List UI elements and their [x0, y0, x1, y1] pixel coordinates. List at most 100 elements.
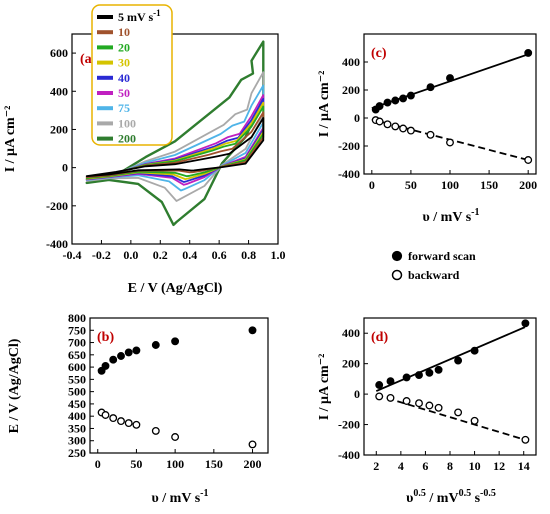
legend-label-text: 75	[118, 101, 130, 115]
panel-c-y-ticks: -400 -200 0 200 400	[338, 55, 368, 181]
backward-point	[391, 122, 400, 131]
backward-point	[521, 435, 530, 444]
x-tick-label: 10	[469, 459, 481, 473]
panel-d-xlabel-a: υ	[406, 491, 413, 506]
y-tick-label: 600	[68, 360, 86, 374]
panel-a-x-ticks: -0.4 -0.2 0.0 0.2 0.4 0.6 0.8 1.0	[63, 240, 286, 262]
forward-point	[454, 356, 463, 365]
panel-b-frame	[89, 317, 269, 454]
forward-point	[383, 98, 392, 107]
legend-backward-label: backward	[408, 268, 460, 282]
panel-b-x-ticks: 0 50 100 150 200	[95, 449, 262, 471]
legend-label-200: 200	[118, 132, 136, 146]
legend-label-30: 30	[118, 56, 130, 70]
panel-d-xlabel-c: s	[471, 491, 481, 506]
forward-point	[524, 48, 533, 57]
y-tick-label: 200	[342, 357, 360, 371]
fit-line-forward	[375, 326, 526, 392]
x-tick-label: -0.2	[92, 248, 111, 262]
backward-point	[406, 126, 415, 135]
y-tick-label: 550	[68, 372, 86, 386]
y-tick-label: 450	[68, 397, 86, 411]
y-tick-label: 650	[68, 348, 86, 362]
y-tick-label: -200	[46, 199, 68, 213]
x-tick-label: 4	[398, 459, 404, 473]
forward-point	[124, 348, 133, 357]
y-tick-label: 200	[50, 122, 68, 136]
forward-point	[470, 346, 479, 355]
legend-label-100: 100	[118, 116, 136, 130]
forward-point	[415, 371, 423, 380]
panel-d-xlabel-sup1: 0.5	[413, 488, 426, 499]
forward-point	[399, 94, 408, 103]
forward-point	[117, 352, 125, 360]
x-tick-label: 8	[447, 459, 453, 473]
forward-point	[375, 102, 384, 111]
x-tick-label: 100	[441, 178, 459, 192]
x-tick-label: 0.2	[153, 248, 168, 262]
backward-point	[402, 397, 411, 405]
x-tick-label: 0	[369, 178, 375, 192]
backward-point	[109, 414, 118, 423]
forward-point	[248, 326, 257, 335]
panel-a-xlabel: E / V (Ag/AgCl)	[128, 281, 223, 296]
backward-point	[425, 401, 434, 410]
backward-point	[171, 433, 180, 441]
y-tick-label: 700	[68, 336, 86, 350]
backward-point	[248, 440, 257, 449]
backward-point	[124, 419, 133, 428]
panel-c-label: (c)	[371, 46, 387, 61]
backward-point	[446, 138, 454, 147]
x-tick-label: 0	[95, 457, 101, 471]
y-tick-label: 800	[68, 311, 86, 325]
y-tick-label: -400	[338, 448, 360, 462]
forward-point	[171, 337, 180, 346]
forward-point	[386, 377, 395, 386]
panel-c: 0 50 100 150 200 -400 -200 0 200 400 (c) υ / mV …	[317, 33, 537, 225]
backward-point	[132, 420, 141, 429]
legend-label-sup: -1	[153, 8, 161, 18]
y-tick-label: -200	[338, 418, 360, 432]
panel-c-xlabel-main: υ / mV s	[423, 210, 472, 225]
panel-b-label: (b)	[97, 330, 114, 345]
backward-point	[383, 120, 392, 129]
x-tick-label: 50	[130, 457, 142, 471]
y-tick-label: 400	[342, 326, 360, 340]
x-tick-label: -0.4	[63, 248, 82, 262]
forward-point	[151, 341, 160, 349]
y-tick-label: 300	[68, 434, 86, 448]
panel-a-frame	[71, 33, 279, 245]
y-tick-label: 400	[342, 55, 360, 69]
panel-b: 0 50 100 150 200 250300350400450500550600650…	[7, 311, 269, 506]
backward-point	[426, 130, 435, 139]
panel-a-cv-curves	[85, 40, 265, 227]
scatter-legend: forward scan backward	[391, 249, 476, 282]
y-tick-label: 500	[68, 385, 86, 399]
backward-point	[470, 416, 479, 425]
panel-c-x-ticks: 0 50 100 150 200	[369, 170, 537, 192]
forward-point	[521, 319, 530, 328]
y-tick-label: 200	[342, 83, 360, 97]
y-tick-label: 750	[68, 323, 86, 337]
forward-point	[406, 91, 415, 100]
panel-c-xlabel-sup: -1	[471, 207, 479, 218]
legend-label-40: 40	[118, 71, 130, 85]
backward-point	[415, 399, 423, 408]
x-tick-label: 150	[480, 178, 498, 192]
x-tick-label: 0.8	[241, 248, 256, 262]
legend-label-10: 10	[118, 25, 130, 39]
legend-label-50: 50	[118, 86, 130, 100]
panel-d-frame	[363, 317, 537, 456]
panel-d-xlabel-sup3: -0.5	[480, 488, 496, 499]
forward-point	[109, 355, 118, 364]
panel-a-y-ticks: -400 -200 0 200 400 600	[46, 46, 76, 251]
x-tick-label: 1.0	[271, 248, 286, 262]
y-tick-label: 400	[68, 409, 86, 423]
x-tick-label: 200	[244, 457, 262, 471]
panel-d-plot	[375, 319, 530, 444]
legend-filled-marker	[391, 250, 403, 262]
legend-label-75: 75	[118, 101, 130, 115]
x-tick-label: 0.0	[123, 248, 138, 262]
